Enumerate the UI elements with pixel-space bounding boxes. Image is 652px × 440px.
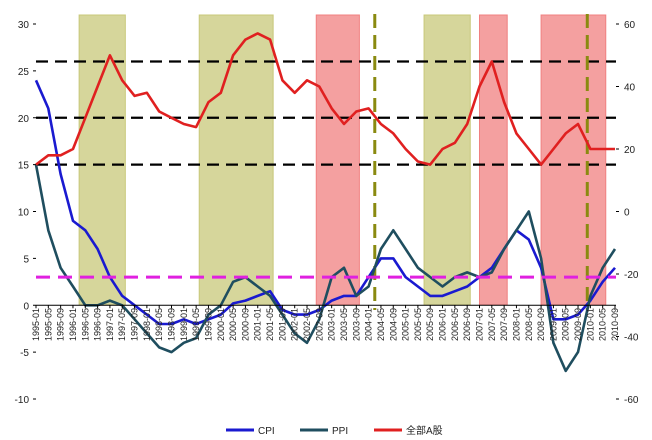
- legend-label-1: CPI: [258, 426, 275, 437]
- shaded-period-3: [315, 14, 360, 306]
- y-right-tick-label-2: -40: [624, 333, 639, 344]
- reference-lines: [36, 14, 616, 310]
- y-left-tick-label-6: 15: [18, 161, 30, 172]
- x-tick-label-21: 2001-09: [277, 308, 287, 341]
- x-tick-label-17: 2000-05: [228, 308, 238, 341]
- x-tick-label-7: 1997-01: [105, 308, 115, 341]
- x-tick-label-22: 2002-01: [290, 308, 300, 341]
- y-right-tick-label-4: 0: [624, 208, 630, 219]
- x-tick-label-6: 1996-09: [93, 308, 103, 341]
- y-left-tick-label-3: 0: [23, 301, 29, 312]
- y-left-tick-label-1: -10: [15, 395, 30, 406]
- y-right-tick-label-5: 20: [624, 145, 636, 156]
- shaded-period-5: [478, 14, 508, 306]
- x-tick-label-10: 1998-01: [142, 308, 152, 341]
- y-left-tick-label-9: 30: [18, 20, 30, 31]
- y-left-tick-label-7: 20: [18, 114, 30, 125]
- x-tick-label-14: 1999-05: [191, 308, 201, 341]
- x-tick-label-19: 2001-01: [253, 308, 263, 341]
- x-tick-label-23: 2002-05: [302, 308, 312, 341]
- x-tick-label-16: 2000-01: [216, 308, 226, 341]
- x-tick-label-40: 2008-01: [511, 308, 521, 341]
- x-tick-label-34: 2006-01: [438, 308, 448, 341]
- x-tick-label-47: 2010-05: [598, 308, 608, 341]
- x-tick-label-15: 1999-09: [203, 308, 213, 341]
- series-line-全部A股: [35, 32, 615, 166]
- y-left-tick-label-4: 5: [23, 254, 29, 265]
- x-tick-label-20: 2001-05: [265, 308, 275, 341]
- x-tick-label-5: 1996-05: [80, 308, 90, 341]
- x-tick-label-45: 2009-09: [573, 308, 583, 341]
- y-left-tick-label-5: 10: [18, 208, 30, 219]
- series-line-PPI: [34, 164, 617, 373]
- x-tick-label-11: 1998-05: [154, 308, 164, 341]
- x-tick-label-29: 2004-05: [376, 308, 386, 341]
- x-tick-label-8: 1997-05: [117, 308, 127, 341]
- x-tick-label-9: 1997-09: [130, 308, 140, 341]
- shaded-periods: [78, 14, 607, 306]
- x-tick-label-35: 2006-05: [450, 308, 460, 341]
- legend-label-3: 全部A股: [406, 424, 443, 437]
- x-tick-label-27: 2003-09: [351, 308, 361, 341]
- x-tick-label-13: 1999-01: [179, 308, 189, 341]
- y-right-tick-label-7: 60: [624, 20, 636, 31]
- x-tick-label-26: 2003-05: [339, 308, 349, 341]
- x-tick-label-32: 2005-05: [413, 308, 423, 341]
- x-tick-label-33: 2005-09: [425, 308, 435, 341]
- x-tick-label-3: 1995-09: [56, 308, 66, 341]
- shaded-period-4: [423, 14, 471, 306]
- x-tick-label-18: 2000-09: [240, 308, 250, 341]
- x-tick-label-24: 2002-09: [314, 308, 324, 341]
- y-left-tick-label-8: 25: [18, 67, 30, 78]
- x-tick-label-42: 2008-09: [536, 308, 546, 341]
- x-tick-label-44: 2009-05: [561, 308, 571, 341]
- x-tick-label-39: 2007-09: [499, 308, 509, 341]
- x-tick-label-25: 2003-01: [327, 308, 337, 341]
- axes: -10 -5 0 5 10 15 20 25 30 -60 -40 -20 0 20 40 60 1995-01…: [15, 20, 639, 406]
- x-tick-label-12: 1998-09: [167, 308, 177, 341]
- x-tick-label-30: 2004-09: [388, 308, 398, 341]
- y-right-tick-label-6: 40: [624, 83, 636, 94]
- legend: CPI PPI 全部A股: [226, 424, 443, 437]
- x-tick-label-46: 2010-01: [585, 308, 595, 341]
- y-right-tick-label-3: -20: [624, 270, 639, 281]
- x-tick-label-37: 2007-01: [474, 308, 484, 341]
- x-tick-label-28: 2004-01: [364, 308, 374, 341]
- shaded-period-6: [540, 14, 607, 306]
- x-tick-label-31: 2005-01: [401, 308, 411, 341]
- y-right-tick-label-1: -60: [624, 395, 639, 406]
- x-tick-label-41: 2008-05: [524, 308, 534, 341]
- shaded-period-2: [198, 14, 274, 306]
- x-tick-label-48: 2010-09: [610, 308, 620, 341]
- x-tick-label-1: 1995-01: [31, 308, 41, 341]
- y-left-tick-label-2: -5: [20, 348, 29, 359]
- x-tick-label-4: 1996-01: [68, 308, 78, 341]
- x-tick-label-38: 2007-05: [487, 308, 497, 341]
- legend-label-2: PPI: [332, 426, 348, 437]
- x-tick-label-2: 1995-05: [43, 308, 53, 341]
- x-tick-label-43: 2009-01: [548, 308, 558, 341]
- x-tick-label-36: 2006-09: [462, 308, 472, 341]
